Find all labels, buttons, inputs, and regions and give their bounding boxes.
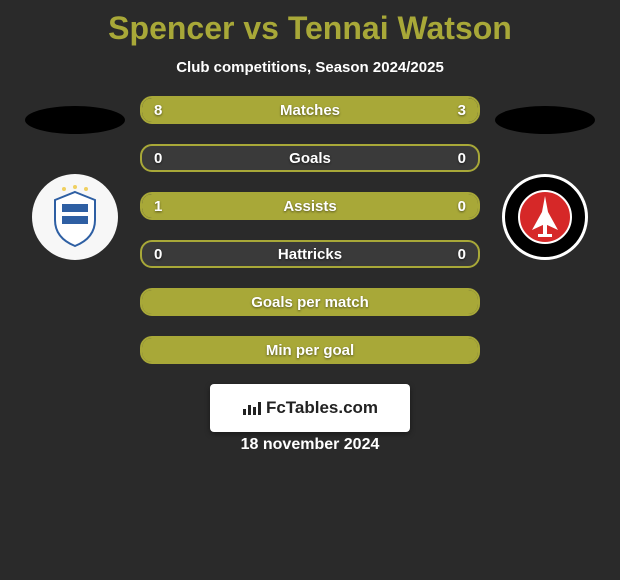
comparison-card: Spencer vs Tennai Watson Club competitio… bbox=[0, 0, 620, 462]
stats-column: 83Matches 00Goals 10Assists 00Hattricks Goal… bbox=[135, 96, 485, 364]
stat-label: Goals bbox=[142, 150, 478, 167]
left-column bbox=[15, 96, 135, 260]
stat-label: Hattricks bbox=[142, 246, 478, 263]
player-shadow-left bbox=[25, 106, 125, 134]
stat-row-min-per-goal: Min per goal bbox=[140, 336, 480, 364]
club-badge-right[interactable] bbox=[502, 174, 588, 260]
huddersfield-crest-icon bbox=[40, 182, 110, 252]
stat-label: Min per goal bbox=[142, 342, 478, 359]
fctables-label: FcTables.com bbox=[242, 398, 378, 418]
player-shadow-right bbox=[495, 106, 595, 134]
date-label: 18 november 2024 bbox=[241, 436, 380, 454]
stat-row-goals-per-match: Goals per match bbox=[140, 288, 480, 316]
stat-label: Goals per match bbox=[142, 294, 478, 311]
stat-row-hattricks: 00Hattricks bbox=[140, 240, 480, 268]
columns-wrap: 83Matches 00Goals 10Assists 00Hattricks Goal… bbox=[0, 96, 620, 364]
fctables-text: FcTables.com bbox=[266, 398, 378, 418]
club-badge-left[interactable] bbox=[32, 174, 118, 260]
stat-label: Assists bbox=[142, 198, 478, 215]
charlton-crest-icon bbox=[510, 182, 580, 252]
right-column bbox=[485, 96, 605, 260]
stat-row-assists: 10Assists bbox=[140, 192, 480, 220]
chart-icon bbox=[242, 400, 262, 416]
fctables-badge[interactable]: FcTables.com bbox=[210, 384, 410, 432]
page-title: Spencer vs Tennai Watson bbox=[108, 10, 512, 47]
page-subtitle: Club competitions, Season 2024/2025 bbox=[176, 59, 444, 76]
stat-row-goals: 00Goals bbox=[140, 144, 480, 172]
stat-row-matches: 83Matches bbox=[140, 96, 480, 124]
stat-label: Matches bbox=[142, 102, 478, 119]
